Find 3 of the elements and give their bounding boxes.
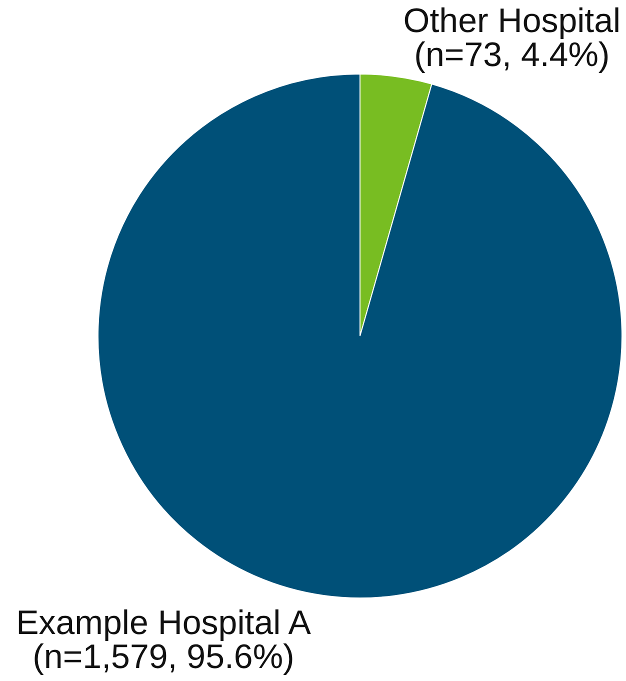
pie-slice: [98, 74, 622, 598]
slice-label: Other Hospital: [403, 2, 621, 40]
slice-label: Example Hospital A: [16, 604, 312, 642]
